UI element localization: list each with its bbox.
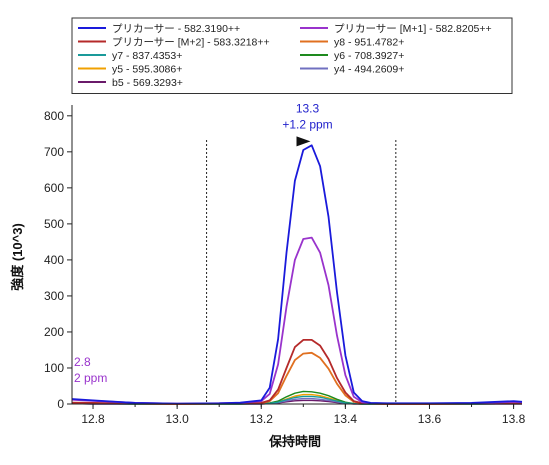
y-tick-label: 600 bbox=[44, 181, 64, 195]
legend-label: y6 - 708.3927+ bbox=[334, 50, 404, 62]
legend-label: プリカーサー [M+1] - 582.8205++ bbox=[334, 23, 492, 35]
integration-bounds bbox=[206, 140, 397, 404]
y-tick-label: 0 bbox=[57, 397, 64, 411]
legend-label: y7 - 837.4353+ bbox=[112, 50, 182, 62]
x-tick-label: 13.0 bbox=[165, 412, 189, 426]
y-tick-label: 100 bbox=[44, 361, 64, 375]
peak-annotations: 13.3 +1.2 ppm 2.8 2 ppm bbox=[74, 101, 333, 385]
x-tick-label: 12.8 bbox=[81, 412, 105, 426]
series-line bbox=[71, 339, 522, 405]
y-axis-title: 強度 (10^3) bbox=[10, 223, 25, 291]
peak-marker-icon bbox=[296, 136, 311, 147]
x-tick-label: 13.8 bbox=[502, 412, 526, 426]
y-tick-label: 500 bbox=[44, 217, 64, 231]
y-tick-label: 200 bbox=[44, 325, 64, 339]
x-tick-label: 13.6 bbox=[418, 412, 442, 426]
peak-annotation-time: 13.3 bbox=[296, 101, 320, 115]
legend-label: y5 - 595.3086+ bbox=[112, 64, 182, 76]
edge-annotation-ppm: 2 ppm bbox=[74, 371, 107, 385]
peak-annotation-ppm: +1.2 ppm bbox=[282, 117, 332, 131]
legend-label: プリカーサー [M+2] - 583.3218++ bbox=[112, 37, 270, 49]
x-tick-label: 13.2 bbox=[250, 412, 274, 426]
y-tick-label: 800 bbox=[44, 109, 64, 123]
series-line bbox=[71, 144, 523, 405]
y-tick-label: 400 bbox=[44, 253, 64, 267]
edge-annotation-time: 2.8 bbox=[74, 355, 91, 369]
x-tick-label: 13.4 bbox=[334, 412, 358, 426]
axes: 12.8 13.0 13.2 13.4 13.6 13.8 0 100 200 300 400 500… bbox=[44, 105, 526, 426]
plot-area: 13.3 +1.2 ppm 2.8 2 ppm 12.8 13.0 13.2 13.4 13.… bbox=[44, 101, 526, 426]
x-axis-title: 保持時間 bbox=[268, 434, 321, 449]
legend-label: b5 - 569.3293+ bbox=[112, 77, 183, 89]
legend: プリカーサー - 582.3190++ プリカーサー [M+1] - 582.82… bbox=[71, 17, 513, 94]
legend-label: y4 - 494.2609+ bbox=[334, 64, 404, 76]
series-line bbox=[71, 236, 523, 405]
legend-label: プリカーサー - 582.3190++ bbox=[112, 23, 240, 35]
legend-box bbox=[71, 17, 513, 94]
y-tick-label: 700 bbox=[44, 145, 64, 159]
series-lines bbox=[71, 144, 523, 405]
legend-label: y8 - 951.4782+ bbox=[334, 37, 404, 49]
y-tick-label: 300 bbox=[44, 289, 64, 303]
